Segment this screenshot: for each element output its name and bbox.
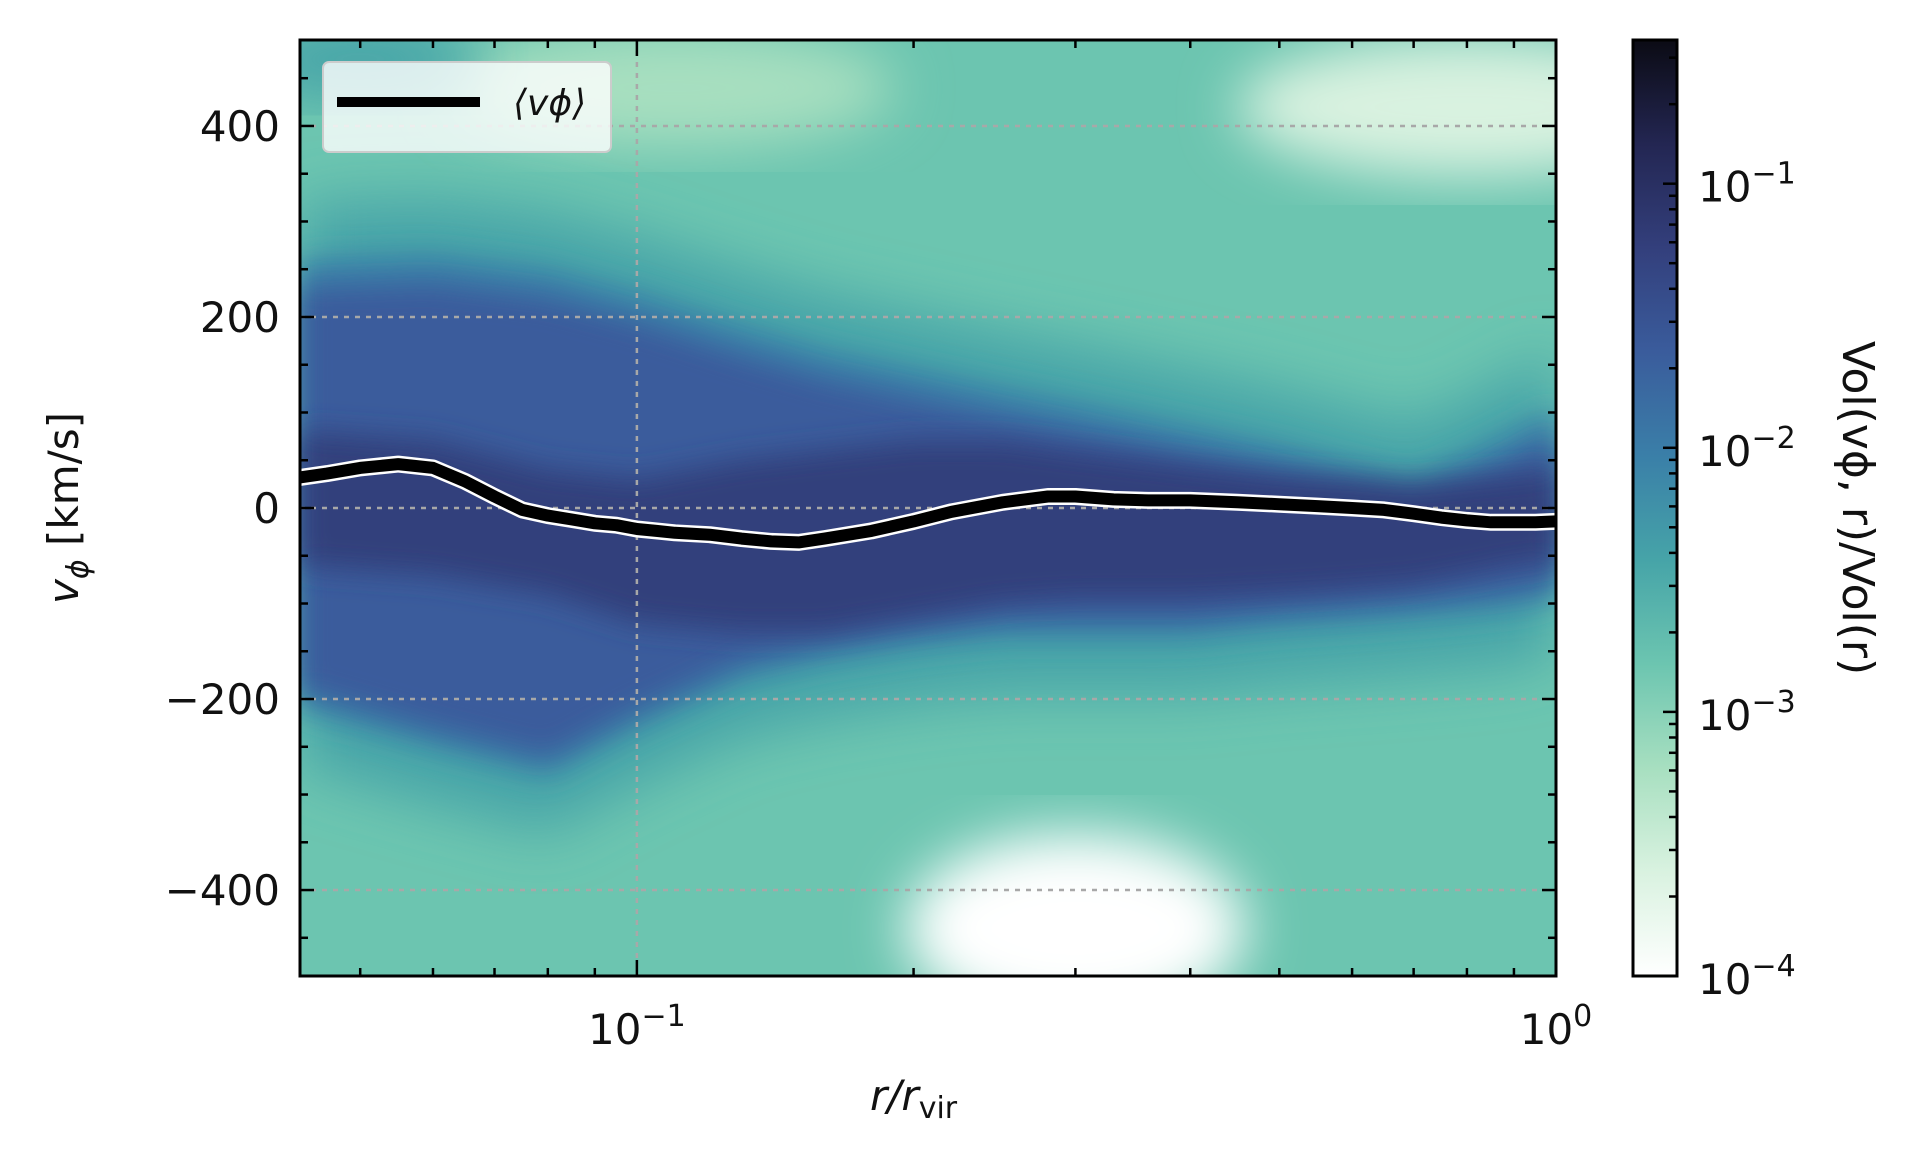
low-density-patch [905, 833, 1246, 976]
x-axis-label-sub: vir [919, 1091, 958, 1126]
x-tick-label: 10−1 [588, 999, 686, 1054]
ticks [300, 40, 1558, 976]
legend[interactable]: ⟨vϕ⟩ [322, 61, 612, 153]
x-axis-label-main: r/r [870, 1071, 921, 1120]
legend-label: ⟨vϕ⟩ [513, 83, 586, 124]
y-tick-label: −200 [165, 675, 280, 724]
tick-labels: 400 200 0 −200 −400 10−1 100 [165, 102, 1593, 1054]
colorbar-label: Vol(vϕ, r)/Vol(r) [1832, 341, 1883, 675]
y-axis-label-main: v [39, 578, 88, 604]
colorbar-tick-label: 10−2 [1698, 421, 1796, 476]
svg-text:r/rvir: r/rvir [870, 1071, 958, 1126]
y-axis-label-unit: [km/s] [39, 412, 88, 559]
density-core [300, 431, 1556, 633]
colorbar-gradient [1631, 38, 1679, 978]
y-tick-label: −400 [165, 866, 280, 915]
x-tick-label: 100 [1520, 999, 1593, 1054]
mean-line-series [300, 455, 1556, 551]
colorbar-label-text: Vol(vϕ, r)/Vol(r) [1832, 341, 1883, 675]
y-axis-label-sub: ϕ [61, 559, 96, 579]
x-axis-label: r/rvir [870, 1071, 958, 1126]
y-tick-label: 400 [200, 102, 280, 151]
colorbar-tick-label: 10−3 [1698, 685, 1796, 740]
colorbar-tick-label: 10−4 [1698, 949, 1796, 1004]
heatmap-area [300, 40, 1556, 976]
svg-text:vϕ [km/s]: vϕ [km/s] [39, 412, 96, 604]
y-axis-label: vϕ [km/s] [39, 412, 96, 604]
mean-line [300, 458, 1556, 549]
low-density-patch [1236, 40, 1556, 177]
colorbar-ticks: 10−4 10−3 10−2 10−1 [1663, 56, 1796, 1004]
y-tick-label: 0 [253, 484, 280, 533]
colorbar: 10−4 10−3 10−2 10−1 Vol(vϕ, r)/Vol(r) [1631, 38, 1883, 1004]
y-tick-label: 200 [200, 293, 280, 342]
colorbar-tick-label: 10−1 [1698, 157, 1796, 212]
